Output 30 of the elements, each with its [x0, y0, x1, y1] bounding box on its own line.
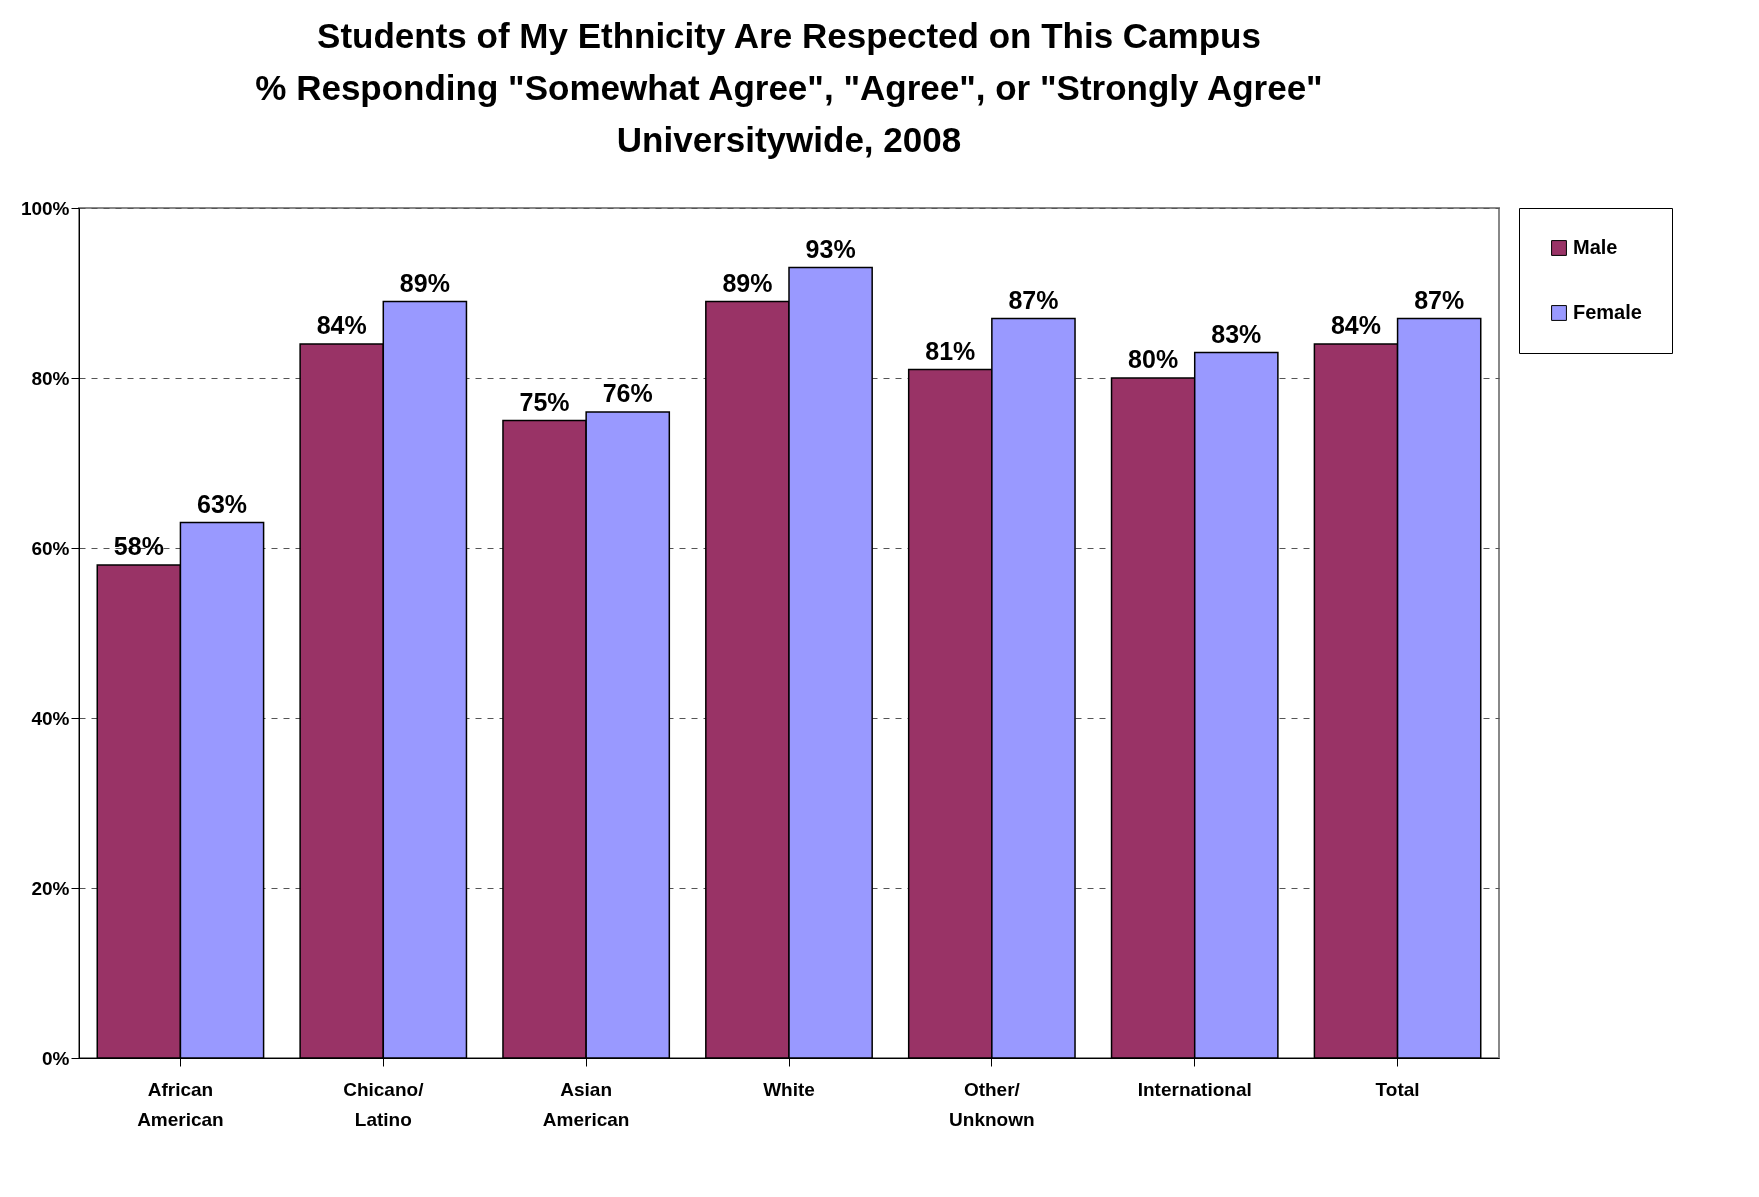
y-tick-label: 0%	[42, 1047, 70, 1069]
data-label: 58%	[113, 532, 164, 560]
data-label: 63%	[196, 489, 248, 518]
y-tick-label: 80%	[31, 367, 70, 389]
x-tick-label: White	[763, 1078, 815, 1100]
x-tick-label: Total	[1375, 1078, 1420, 1100]
data-label: 76%	[602, 379, 653, 407]
x-tick-label: Other/Unknown	[949, 1078, 1035, 1130]
data-label: 83%	[1211, 319, 1262, 348]
x-tick-label: International	[1137, 1078, 1252, 1100]
y-tick-label: 20%	[31, 877, 70, 899]
data-label: 93%	[805, 234, 856, 263]
x-tick-label: Asian American	[542, 1078, 630, 1130]
legend-label: Female	[1573, 301, 1642, 323]
data-label: 84%	[316, 311, 367, 339]
data-label: 89%	[722, 268, 773, 297]
y-tick-label: 100%	[20, 197, 70, 219]
y-tick-label: 40%	[31, 707, 70, 729]
data-label: 80%	[1128, 345, 1179, 373]
x-tick-label: Chicano/Latino	[343, 1078, 425, 1130]
data-label: 87%	[1008, 285, 1059, 314]
x-tick-label: African American	[137, 1078, 224, 1130]
chart-title: Students of My Ethnicity Are Respected on This Campus % Responding "Somewhat Agree", "Agree", or "Strongly Agree" Universitywide, 2008	[255, 16, 1323, 159]
data-label: 89%	[399, 268, 450, 297]
data-label: 75%	[519, 387, 570, 416]
data-label: 84%	[1330, 311, 1382, 339]
data-label: 81%	[925, 336, 976, 365]
data-label: 87%	[1414, 285, 1465, 314]
y-tick-label: 60%	[31, 537, 70, 559]
legend-label: Male	[1573, 236, 1618, 258]
